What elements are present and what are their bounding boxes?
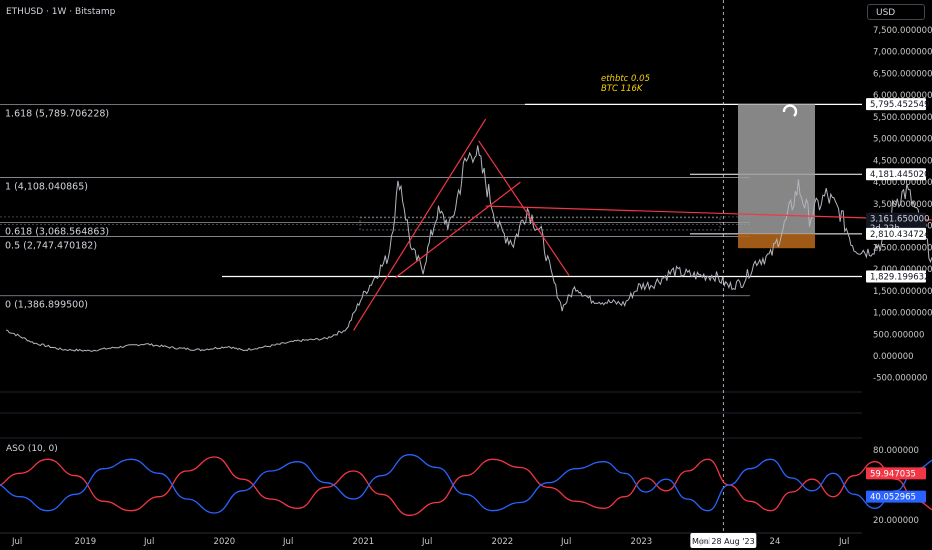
price-label: 5,795.452549 [870, 100, 929, 110]
price-series [5, 145, 932, 352]
time-axis-tick: Jul [11, 537, 22, 547]
price-axis-tick: 1,500.000000 [873, 287, 932, 297]
price-label: 2,810.434724 [870, 230, 929, 240]
price-axis-tick: 7,500.000000 [873, 26, 932, 36]
time-marker-badge [690, 533, 757, 548]
price-axis-tick: 500.000000 [873, 330, 924, 340]
aso-value-label: 59.947035 [870, 469, 916, 479]
annotation-btc: BTC 116K [601, 84, 644, 94]
currency-button[interactable]: USD [867, 4, 925, 20]
aso-axis-tick: 20.000000 [873, 516, 919, 526]
price-label-box [866, 168, 926, 181]
price-axis-tick: 6,500.000000 [873, 69, 932, 79]
time-axis-tick: Jul [143, 537, 154, 547]
fib-level-label: 0.5 (2,747.470182) [5, 241, 97, 252]
price-axis-tick: 6,000.000000 [873, 91, 932, 101]
trendline [485, 205, 932, 221]
time-axis-tick: 2019 [75, 537, 97, 547]
aso-bear-line [0, 454, 932, 514]
time-axis-tick: 24 [770, 537, 781, 547]
price-axis-tick: 0.000000 [873, 352, 914, 362]
aso-value-label: 40.052965 [870, 493, 916, 503]
fib-level-label: 0.618 (3,068.564863) [5, 227, 109, 238]
price-label: 1,829.199632 [870, 272, 929, 282]
price-label: 4,181.445020 [870, 170, 929, 180]
projection-box [738, 104, 815, 234]
aso-title: ASO (10, 0) [6, 444, 58, 454]
trendline [478, 140, 570, 276]
price-axis-tick: 1,000.000000 [873, 309, 932, 319]
aso-axis-tick: 80.000000 [873, 446, 919, 456]
price-axis-tick: 4,000.000000 [873, 178, 932, 188]
annotation-ethbtc: ethbtc 0.05 [601, 74, 650, 84]
time-axis-tick: Jul [282, 537, 293, 547]
price-axis-tick: -500.000000 [873, 374, 927, 384]
price-axis-tick: 3,500.000000 [873, 200, 932, 210]
price-label-box [866, 212, 926, 225]
time-axis-tick: 2023 [631, 537, 653, 547]
price-label: 3,161.650000 [870, 215, 929, 225]
price-label-box [866, 270, 926, 283]
price-axis-tick: 7,000.000000 [873, 48, 932, 58]
price-label-box [866, 98, 926, 111]
time-axis-tick: Jul [421, 537, 432, 547]
time-marker-label: Mon 28 Aug '23 [692, 537, 755, 546]
price-axis-tick: 2,000.000000 [873, 265, 932, 275]
aso-value-box [866, 490, 926, 503]
range-band [359, 217, 721, 231]
fib-level-label: 1 (4,108.040865) [5, 181, 88, 192]
time-axis-tick: Jul [838, 537, 849, 547]
price-axis-tick: 5,500.000000 [873, 113, 932, 123]
aso-bull-line [0, 456, 932, 516]
price-axis-tick: 5,000.000000 [873, 135, 932, 145]
price-axis-tick: 4,500.000000 [873, 156, 932, 166]
time-axis-tick: Jul [560, 537, 571, 547]
fib-level-label: 0 (1,386.899500) [5, 300, 88, 311]
trendline [394, 181, 521, 279]
aso-value-box [866, 467, 926, 480]
magnet-icon [782, 104, 798, 117]
time-axis-tick: Jul [699, 537, 710, 547]
time-axis-tick: 2022 [492, 537, 514, 547]
symbol-title: ETHUSD · 1W · Bitstamp [6, 7, 116, 17]
time-axis-tick: 2021 [353, 537, 375, 547]
price-axis-tick: 2,500.000000 [873, 243, 932, 253]
price-label-box [866, 227, 926, 240]
fib-level-label: 1.618 (5,789.706228) [5, 108, 109, 119]
trendline [353, 118, 487, 331]
time-axis-tick: 2020 [214, 537, 236, 547]
